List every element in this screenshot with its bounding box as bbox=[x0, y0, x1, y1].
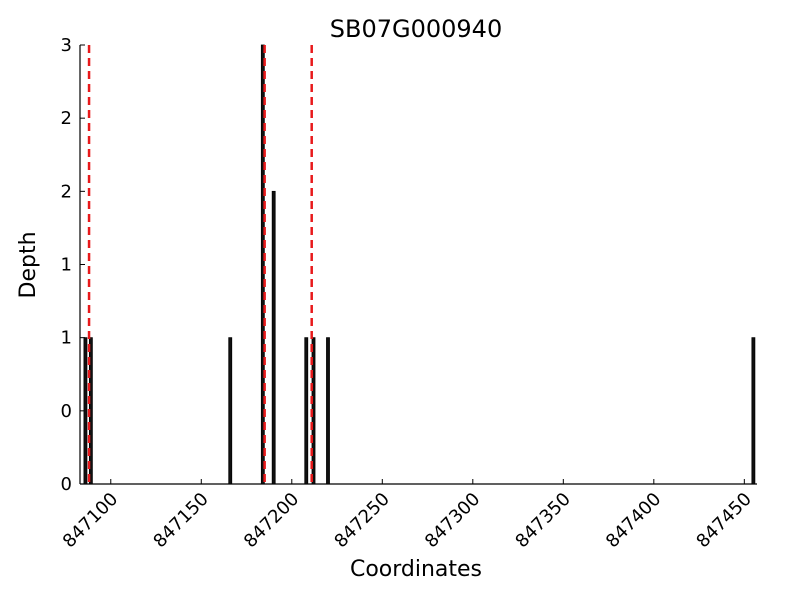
bar bbox=[228, 337, 233, 485]
y-axis-label: Depth bbox=[16, 231, 41, 298]
bar bbox=[304, 337, 309, 485]
chart-title: SB07G000940 bbox=[330, 15, 502, 43]
y-tick-label: 2 bbox=[61, 108, 72, 129]
y-tick-label: 2 bbox=[61, 181, 72, 202]
bar bbox=[83, 337, 88, 485]
bar bbox=[751, 337, 756, 485]
x-tick-label: 847250 bbox=[330, 489, 393, 552]
bar bbox=[260, 44, 265, 485]
x-tick-label: 847400 bbox=[602, 489, 665, 552]
y-tick-label: 1 bbox=[61, 328, 72, 349]
x-tick-label: 847150 bbox=[149, 489, 212, 552]
x-axis-label: Coordinates bbox=[350, 557, 482, 582]
y-tick-label: 0 bbox=[61, 401, 72, 422]
bar bbox=[271, 190, 276, 485]
bar bbox=[326, 337, 330, 485]
y-tick-label: 1 bbox=[61, 255, 72, 276]
y-tick-label: 0 bbox=[61, 474, 72, 495]
x-tick-label: 847100 bbox=[59, 489, 122, 552]
y-tick-label: 3 bbox=[61, 35, 72, 56]
x-tick-label: 847450 bbox=[692, 489, 755, 552]
x-tick-label: 847350 bbox=[511, 489, 574, 552]
x-tick-label: 847200 bbox=[240, 489, 303, 552]
x-tick-label: 847300 bbox=[421, 489, 484, 552]
